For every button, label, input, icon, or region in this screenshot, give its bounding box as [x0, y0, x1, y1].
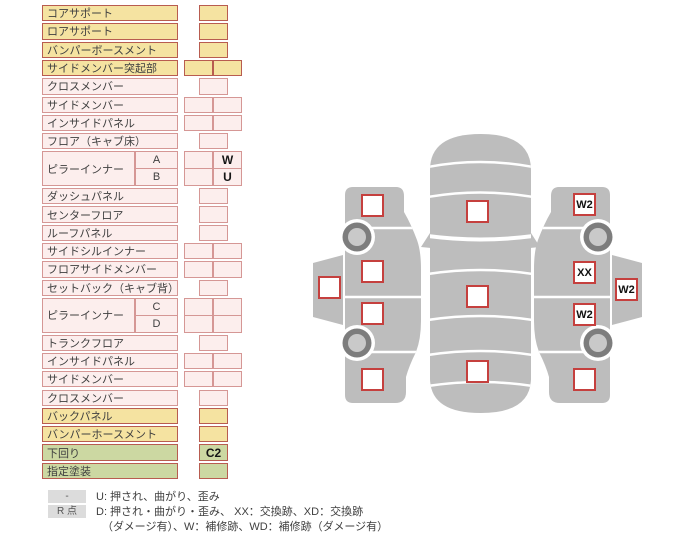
- damage-marker-roof[interactable]: [466, 285, 489, 308]
- left-mirror-shape: [421, 233, 431, 248]
- damage-marker-right-window[interactable]: W2: [615, 278, 638, 301]
- part-label: ピラーインナー: [42, 297, 135, 333]
- right-front-wheel: [580, 219, 616, 255]
- damage-cell[interactable]: [199, 407, 228, 425]
- damage-marker-right-front-door[interactable]: XX: [573, 261, 596, 284]
- damage-marker-left-window[interactable]: [318, 276, 341, 299]
- damage-cell[interactable]: [213, 96, 242, 113]
- part-label: コアサポート: [42, 5, 178, 22]
- damage-cell[interactable]: [199, 462, 228, 480]
- damage-cell[interactable]: [213, 314, 242, 333]
- damage-cell[interactable]: [199, 279, 228, 296]
- damage-cell[interactable]: [199, 206, 228, 223]
- damage-cell[interactable]: [199, 334, 228, 351]
- legend-text-u: U: 押され、曲がり、歪み: [96, 491, 220, 503]
- damage-cell[interactable]: [213, 261, 242, 278]
- damage-cell[interactable]: [199, 41, 228, 58]
- damage-marker-left-front-fender[interactable]: [361, 194, 384, 217]
- damage-cell[interactable]: [184, 243, 213, 260]
- part-label: フロア（キャブ床）: [42, 133, 178, 150]
- damage-marker-trunk[interactable]: [466, 360, 489, 383]
- right-rear-wheel: [580, 325, 616, 361]
- left-rear-wheel: [339, 325, 375, 361]
- damage-cell[interactable]: [184, 261, 213, 278]
- part-label: ルーフパネル: [42, 224, 178, 242]
- damage-cell[interactable]: [184, 114, 213, 132]
- damage-cell[interactable]: [184, 371, 213, 388]
- part-label: サイドメンバー突起部: [42, 59, 178, 77]
- damage-marker-left-rear-door[interactable]: [361, 302, 384, 325]
- legend-marker-rpoint: R 点: [48, 505, 86, 518]
- part-label: クロスメンバー: [42, 78, 178, 95]
- damage-cell[interactable]: [184, 352, 213, 370]
- damage-marker-hood[interactable]: [466, 200, 489, 223]
- damage-cell[interactable]: [199, 78, 228, 95]
- damage-cell[interactable]: [199, 224, 228, 242]
- damage-marker-right-rear-fender[interactable]: [573, 368, 596, 391]
- part-label: バンパーボースメント: [42, 41, 178, 58]
- damage-cell[interactable]: [184, 59, 213, 77]
- part-label: 下回り: [42, 444, 178, 461]
- part-label: ロアサポート: [42, 23, 178, 40]
- damage-marker-left-front-door[interactable]: [361, 260, 384, 283]
- legend-row-r: R 点 D: 押され・曲がり・歪み、 XX：交換跡、XD：交換跡: [48, 505, 388, 519]
- damage-cell[interactable]: [199, 133, 228, 150]
- part-sublabel: D: [135, 314, 178, 333]
- damage-cell[interactable]: U: [213, 168, 242, 187]
- legend-row-u: - U: 押され、曲がり、歪み: [48, 490, 388, 504]
- damage-cell[interactable]: [213, 114, 242, 132]
- damage-cell[interactable]: [199, 23, 228, 40]
- legend-marker-dash: -: [48, 490, 86, 503]
- damage-cell[interactable]: [184, 168, 213, 187]
- damage-cell[interactable]: [199, 188, 228, 205]
- damage-cell[interactable]: [213, 59, 242, 77]
- part-label: インサイドパネル: [42, 114, 178, 132]
- part-label: ダッシュパネル: [42, 188, 178, 205]
- part-sublabel: B: [135, 168, 178, 187]
- damage-cell[interactable]: [199, 5, 228, 22]
- part-label: ピラーインナー: [42, 151, 135, 187]
- part-label: クロスメンバー: [42, 389, 178, 406]
- legend-row-r-cont: （ダメージ有）、W：補修跡、WD：補修跡（ダメージ有）: [48, 520, 388, 534]
- parts-table: コアサポート ロアサポート バンパーボースメント サイドメンバー突起部 クロスメンバーサ…: [42, 5, 284, 485]
- left-front-wheel: [339, 219, 375, 255]
- legend-text-d: D: 押され・曲がり・歪み、 XX：交換跡、XD：交換跡: [96, 506, 364, 518]
- damage-marker-left-rear-fender[interactable]: [361, 368, 384, 391]
- damage-cell[interactable]: [199, 389, 228, 406]
- part-label: トランクフロア: [42, 334, 178, 351]
- legend: - U: 押され、曲がり、歪み R 点 D: 押され・曲がり・歪み、 XX：交換…: [48, 490, 388, 535]
- top-body-shape: [430, 134, 531, 413]
- part-label: バンパーホースメント: [42, 426, 178, 443]
- damage-marker-right-rear-door[interactable]: W2: [573, 303, 596, 326]
- part-label: フロアサイドメンバー: [42, 261, 178, 278]
- damage-cell[interactable]: [213, 371, 242, 388]
- damage-marker-right-front-fender[interactable]: W2: [573, 193, 596, 216]
- damage-cell[interactable]: [213, 243, 242, 260]
- part-label: サイドメンバー: [42, 96, 178, 113]
- part-label: サイドシルインナー: [42, 243, 178, 260]
- damage-cell[interactable]: C2: [199, 444, 228, 461]
- damage-cell[interactable]: [184, 96, 213, 113]
- part-label: セットバック（キャブ背）: [42, 279, 178, 296]
- part-label: センターフロア: [42, 206, 178, 223]
- damage-cell[interactable]: [184, 314, 213, 333]
- legend-text-d2: （ダメージ有）、W：補修跡、WD：補修跡（ダメージ有）: [102, 521, 389, 533]
- damage-cell[interactable]: [199, 426, 228, 443]
- part-label: 指定塗装: [42, 462, 178, 480]
- part-label: バックパネル: [42, 407, 178, 425]
- damage-cell[interactable]: [213, 352, 242, 370]
- part-label: インサイドパネル: [42, 352, 178, 370]
- part-label: サイドメンバー: [42, 371, 178, 388]
